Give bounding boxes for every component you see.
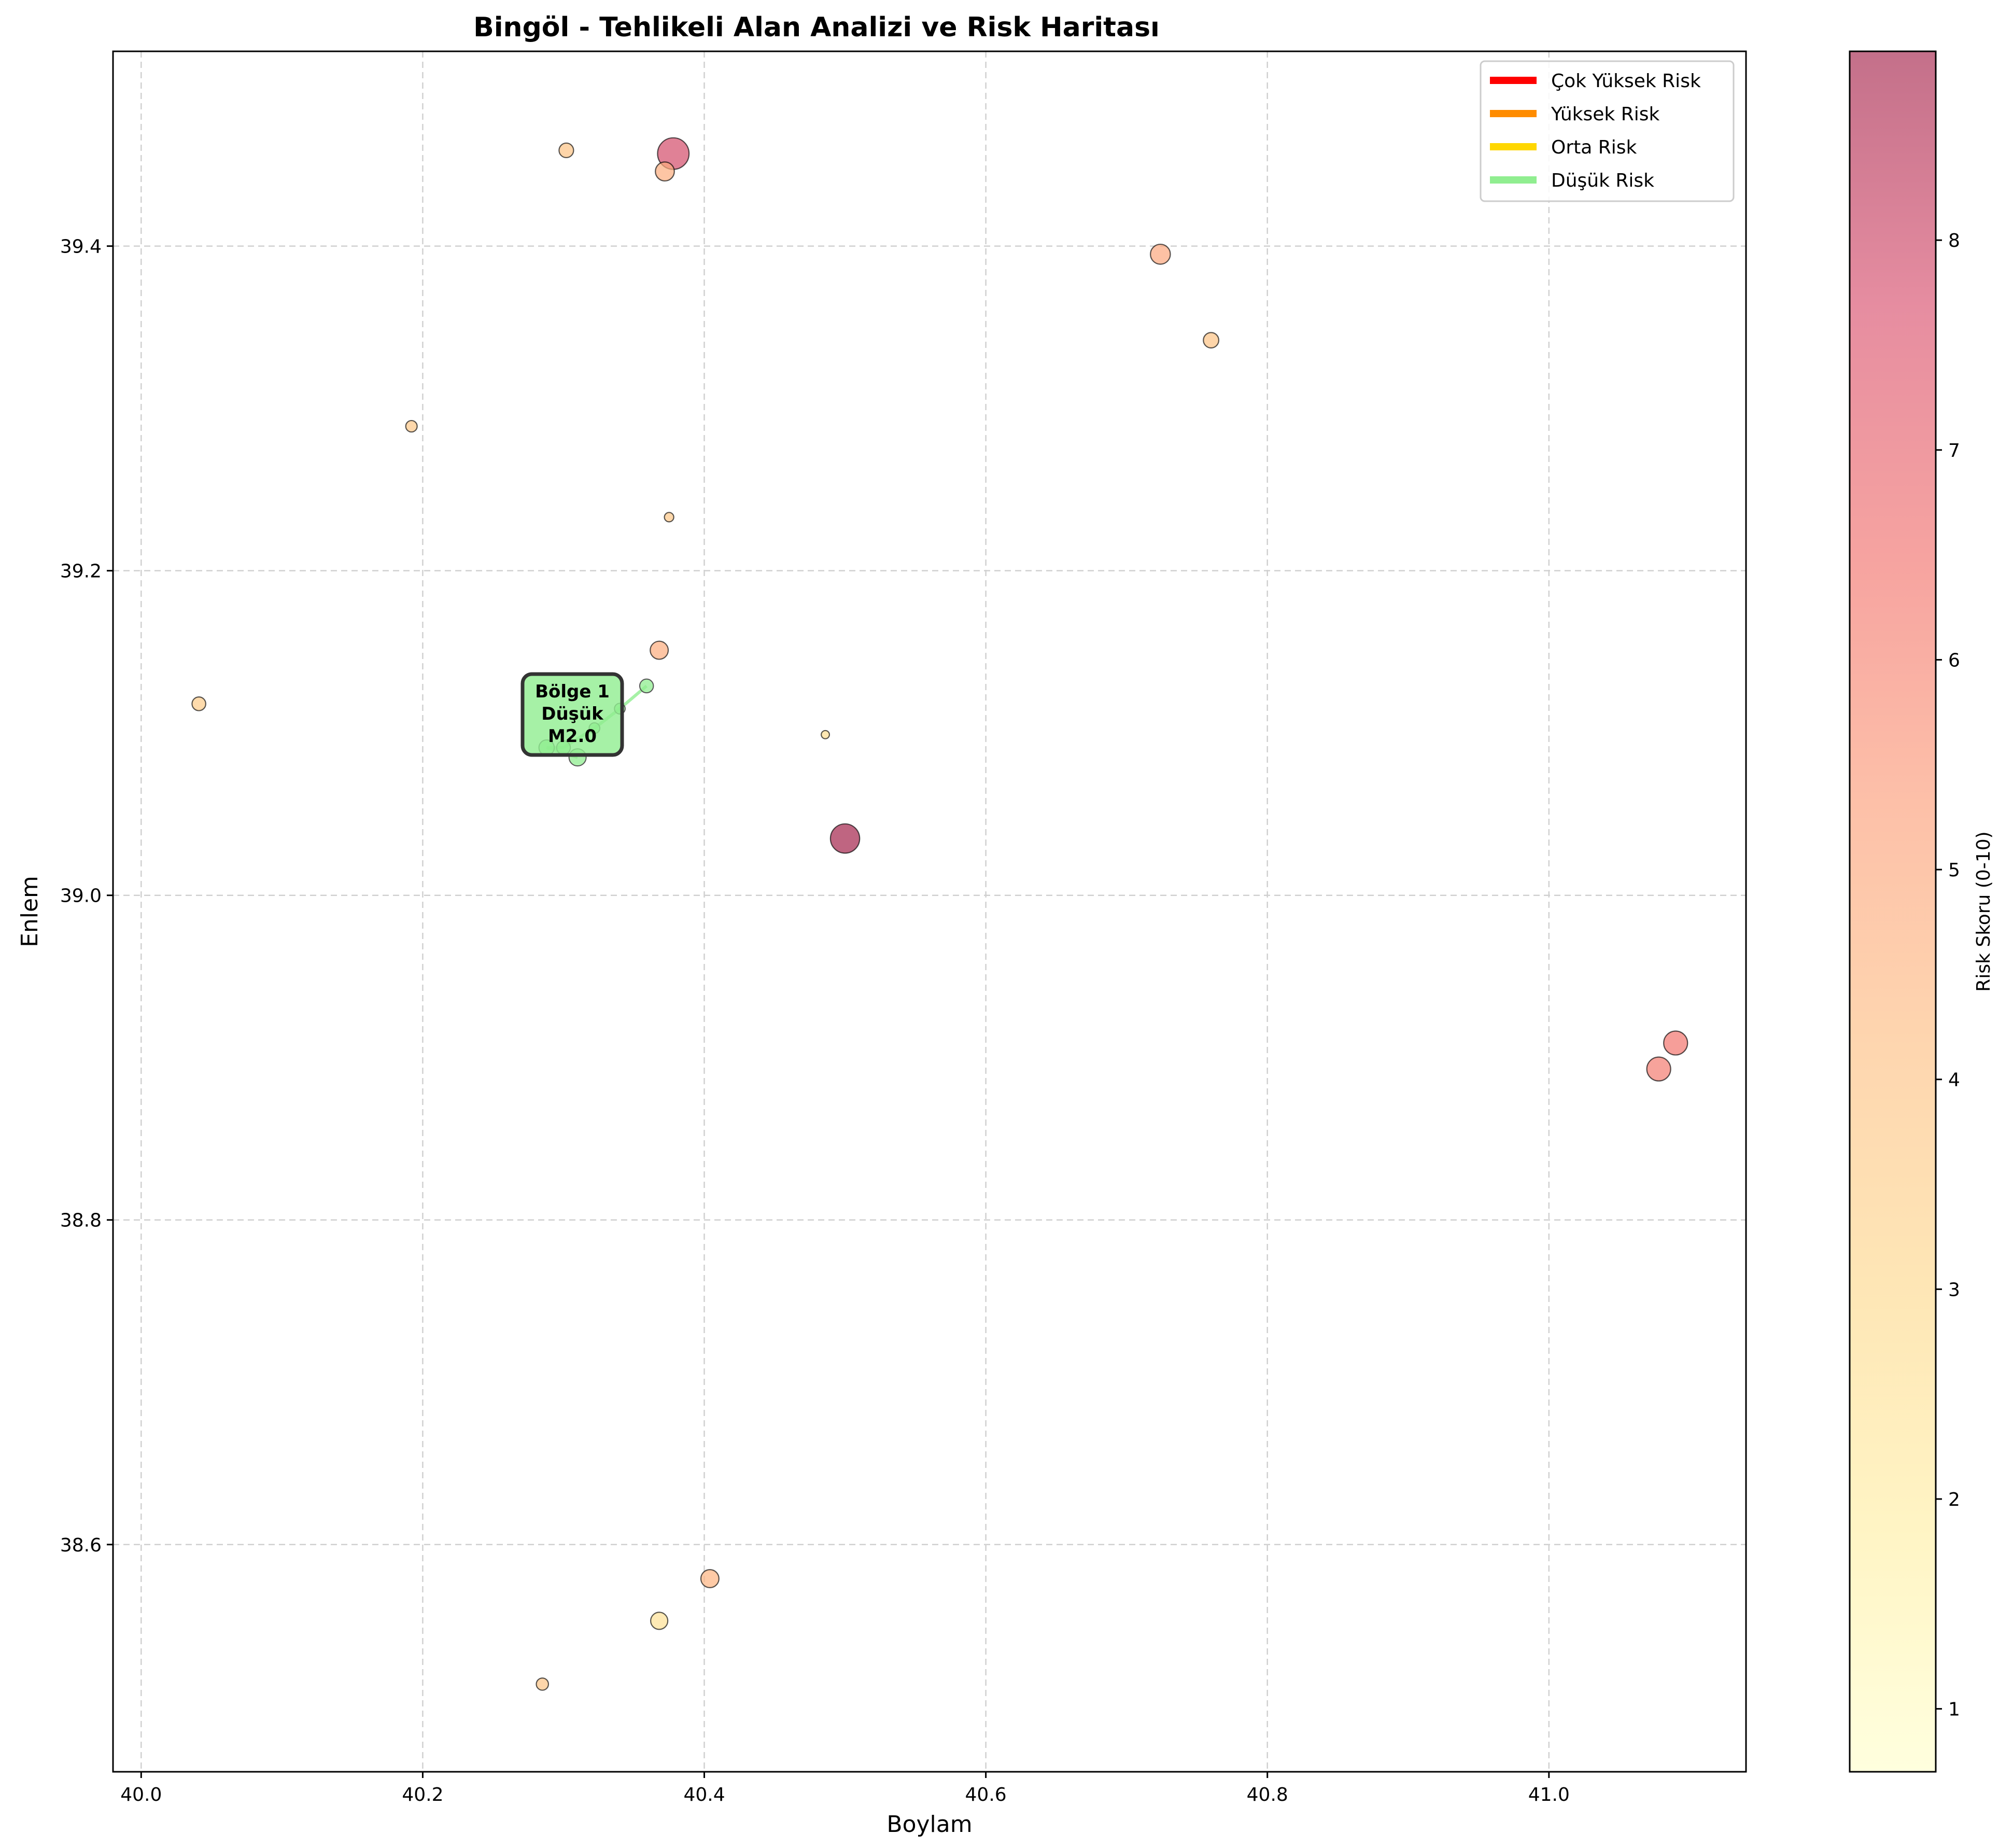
chart-title: Bingöl - Tehlikeli Alan Analizi ve Risk … <box>473 12 1160 43</box>
hazard-point <box>1203 332 1220 349</box>
legend-label-low: Düşük Risk <box>1551 170 1654 191</box>
x-axis-ticks: 40.0 40.2 40.4 40.6 40.8 41.0 <box>120 1772 1570 1805</box>
colorbar-tick-label: 5 <box>1948 860 1960 881</box>
colorbar-tick-label: 8 <box>1948 230 1960 251</box>
annotation-line-1: Bölge 1 <box>535 681 610 702</box>
annotation-line-3: M2.0 <box>548 726 597 747</box>
hazard-point <box>655 161 675 182</box>
cluster-point <box>639 678 654 694</box>
colorbar-tick-label: 6 <box>1948 650 1960 671</box>
x-tick-label: 40.8 <box>1247 1784 1288 1805</box>
colorbar-gradient <box>1849 50 1937 1773</box>
colorbar-tick-label: 7 <box>1948 440 1960 461</box>
hazard-point <box>1150 243 1171 265</box>
hazard-point <box>821 730 830 739</box>
cluster-annotation: Bölge 1 Düşük M2.0 <box>520 672 624 757</box>
scatter-points <box>191 137 1688 1691</box>
grid <box>113 51 1746 1772</box>
x-axis-label: Boylam <box>886 1811 972 1838</box>
colorbar-tick-label: 4 <box>1948 1070 1960 1091</box>
y-axis-label: Enlem <box>17 876 43 947</box>
colorbar-label: Risk Skoru (0-10) <box>1973 831 1994 991</box>
colorbar-tick-label: 2 <box>1948 1489 1960 1510</box>
x-tick-label: 40.0 <box>120 1784 162 1805</box>
legend: Çok Yüksek Risk Yüksek Risk Orta Risk Dü… <box>1480 60 1735 202</box>
hazard-point <box>650 640 669 660</box>
x-tick-label: 40.2 <box>402 1784 443 1805</box>
legend-label-medium: Orta Risk <box>1551 137 1637 158</box>
hazard-point <box>405 419 418 433</box>
y-tick-label: 38.6 <box>60 1535 102 1556</box>
x-tick-label: 40.6 <box>965 1784 1007 1805</box>
legend-label-very-high: Çok Yüksek Risk <box>1551 71 1701 92</box>
x-tick-label: 41.0 <box>1528 1784 1570 1805</box>
hazard-point <box>191 696 206 711</box>
hazard-point <box>536 1677 550 1691</box>
y-tick-label: 39.0 <box>60 886 102 907</box>
annotation-box <box>520 672 624 757</box>
legend-box <box>1480 60 1735 202</box>
legend-label-high: Yüksek Risk <box>1551 104 1659 125</box>
annotation-line-2: Düşük <box>541 704 604 724</box>
hazard-point <box>1646 1056 1671 1082</box>
colorbar: 1 2 3 4 5 6 7 8 Risk Skoru (0-10) <box>1849 50 1994 1773</box>
plot-frame <box>112 50 1747 1773</box>
hazard-point <box>558 142 574 159</box>
hazard-point <box>664 512 674 523</box>
y-tick-label: 39.4 <box>60 236 102 258</box>
hazard-point <box>650 1612 669 1630</box>
x-tick-label: 40.4 <box>683 1784 725 1805</box>
hazard-point <box>829 823 861 854</box>
y-axis-ticks: 38.6 38.8 39.0 39.2 39.4 <box>60 236 113 1556</box>
hazard-point <box>1663 1030 1688 1056</box>
y-tick-label: 39.2 <box>60 561 102 582</box>
hazard-point <box>700 1569 720 1588</box>
y-tick-label: 38.8 <box>60 1210 102 1231</box>
colorbar-ticks: 1 2 3 4 5 6 7 8 <box>1936 230 1960 1720</box>
colorbar-tick-label: 3 <box>1948 1279 1960 1300</box>
colorbar-tick-label: 1 <box>1948 1699 1960 1720</box>
